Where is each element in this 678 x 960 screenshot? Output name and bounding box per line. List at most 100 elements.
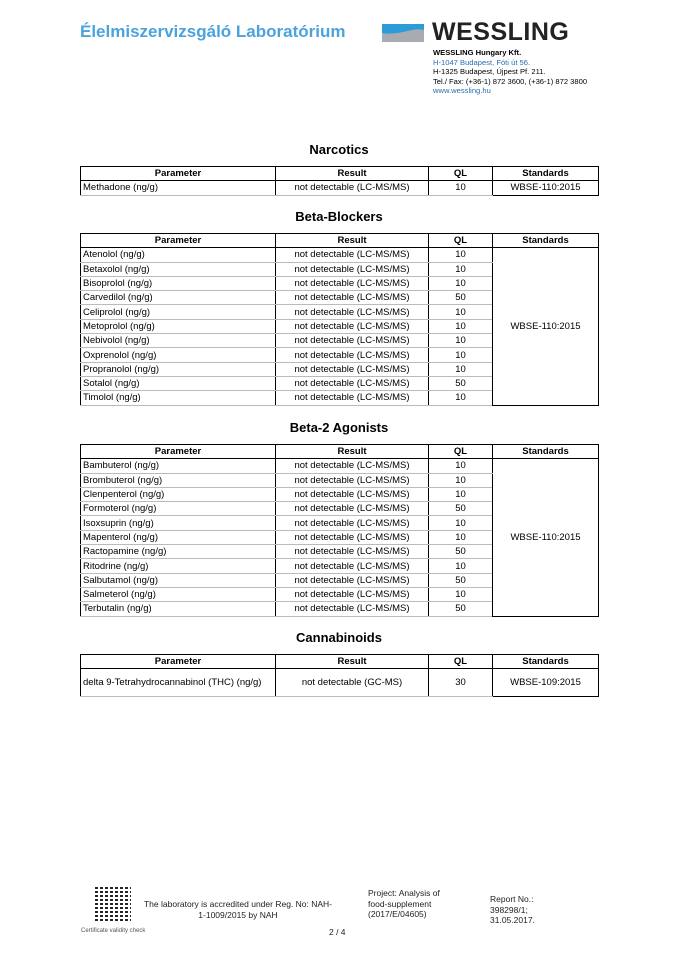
- standards-cell: WBSE-110:2015: [492, 180, 599, 196]
- parameter-cell: Mapenterol (ng/g): [80, 529, 276, 546]
- result-cell: not detectable (LC-MS/MS): [275, 458, 429, 474]
- ql-cell: 10: [428, 318, 493, 335]
- column-header: Parameter: [80, 232, 276, 249]
- page-number: 2 / 4: [329, 927, 346, 937]
- phone: Tel./ Fax: (+36-1) 872 3600, (+36-1) 872…: [433, 76, 588, 86]
- results-table: Parameter Result QL Standards Atenolol (ng/g…: [80, 232, 599, 406]
- table-row: Methadone (ng/g) not detectable (LC-MS/MS…: [80, 180, 599, 196]
- company-name: WESSLING Hungary Kft.: [433, 48, 522, 57]
- company-address: WESSLING Hungary Kft. H-1047 Budapest, F…: [433, 48, 587, 96]
- column-header: QL: [428, 443, 493, 460]
- table-row: Brombuterol (ng/g) not detectable (LC-MS/…: [80, 472, 599, 488]
- result-cell: not detectable (LC-MS/MS): [275, 529, 429, 546]
- parameter-cell: Isoxsuprin (ng/g): [80, 515, 276, 531]
- table-row: delta 9-Tetrahydrocannabinol (THC) (ng/g…: [80, 668, 599, 698]
- table-row: Terbutalin (ng/g) not detectable (LC-MS/M…: [80, 601, 599, 617]
- result-cell: not detectable (LC-MS/MS): [275, 261, 429, 277]
- parameter-cell: Terbutalin (ng/g): [80, 601, 276, 617]
- result-cell: not detectable (LC-MS/MS): [275, 275, 429, 292]
- website-link[interactable]: www.wessling.hu: [433, 86, 491, 95]
- ql-cell: 10: [428, 390, 493, 406]
- ql-cell: 10: [428, 458, 493, 474]
- table-row: Timolol (ng/g) not detectable (LC-MS/MS) 1…: [80, 390, 599, 406]
- standards-cell: WBSE-109:2015: [492, 668, 599, 698]
- ql-cell: 50: [428, 572, 493, 588]
- section-title: Beta-Blockers: [295, 209, 383, 224]
- parameter-cell: Salbutamol (ng/g): [80, 572, 276, 588]
- result-cell: not detectable (LC-MS/MS): [275, 375, 429, 392]
- column-header: Result: [275, 443, 429, 460]
- ql-cell: 50: [428, 501, 493, 517]
- result-cell: not detectable (LC-MS/MS): [275, 586, 429, 603]
- result-cell: not detectable (LC-MS/MS): [275, 544, 429, 560]
- parameter-cell: delta 9-Tetrahydrocannabinol (THC) (ng/g…: [80, 668, 276, 698]
- column-header: QL: [428, 232, 493, 249]
- section-title: Narcotics: [309, 142, 369, 157]
- standards-cell: WBSE-110:2015: [492, 247, 599, 406]
- column-header: Standards: [492, 232, 599, 249]
- result-cell: not detectable (LC-MS/MS): [275, 247, 429, 263]
- parameter-cell: Timolol (ng/g): [80, 390, 276, 406]
- parameter-cell: Oxprenolol (ng/g): [80, 347, 276, 363]
- result-cell: not detectable (LC-MS/MS): [275, 572, 429, 588]
- column-header: Result: [275, 165, 429, 182]
- parameter-cell: Nebivolol (ng/g): [80, 333, 276, 349]
- result-cell: not detectable (LC-MS/MS): [275, 558, 429, 574]
- table-row: Bambuterol (ng/g) not detectable (LC-MS/M…: [80, 458, 599, 617]
- parameter-cell: Metoprolol (ng/g): [80, 318, 276, 335]
- column-header: Parameter: [80, 653, 276, 670]
- header-row: Parameter Result QL Standards: [80, 165, 599, 182]
- results-table: Parameter Result QL Standards Methadone (ng/…: [80, 165, 599, 196]
- parameter-cell: Formoterol (ng/g): [80, 501, 276, 517]
- ql-cell: 30: [428, 668, 493, 698]
- table-row: Atenolol (ng/g) not detectable (LC-MS/MS)…: [80, 247, 599, 406]
- ql-cell: 10: [428, 486, 493, 503]
- lab-title: Élelmiszervizsgáló Laboratórium: [80, 22, 346, 41]
- parameter-cell: Ritodrine (ng/g): [80, 558, 276, 574]
- parameter-cell: Bambuterol (ng/g): [80, 458, 276, 474]
- section-title: Beta-2 Agonists: [289, 420, 389, 435]
- ql-cell: 10: [428, 361, 493, 377]
- result-cell: not detectable (LC-MS/MS): [275, 601, 429, 617]
- section-title: Cannabinoids: [296, 630, 382, 645]
- ql-cell: 10: [428, 333, 493, 349]
- result-cell: not detectable (LC-MS/MS): [275, 472, 429, 488]
- ql-cell: 10: [428, 275, 493, 292]
- parameter-cell: Carvedilol (ng/g): [80, 290, 276, 306]
- result-cell: not detectable (LC-MS/MS): [275, 361, 429, 377]
- wave-logo-icon: [382, 24, 424, 42]
- header-row: Parameter Result QL Standards: [80, 443, 599, 460]
- parameter-cell: Methadone (ng/g): [80, 180, 276, 196]
- result-cell: not detectable (LC-MS/MS): [275, 290, 429, 306]
- table-row: Ritodrine (ng/g) not detectable (LC-MS/MS…: [80, 558, 599, 574]
- table-row: Sotalol (ng/g) not detectable (LC-MS/MS) 5…: [80, 375, 599, 392]
- column-header: Result: [275, 653, 429, 670]
- standards-cell: WBSE-110:2015: [492, 458, 599, 617]
- parameter-cell: Sotalol (ng/g): [80, 375, 276, 392]
- parameter-cell: Brombuterol (ng/g): [80, 472, 276, 488]
- results-table: Parameter Result QL Standards Bambuterol (ng…: [80, 443, 599, 617]
- parameter-cell: Propranolol (ng/g): [80, 361, 276, 377]
- qr-code[interactable]: [95, 885, 131, 921]
- result-cell: not detectable (LC-MS/MS): [275, 304, 429, 320]
- results-table: Parameter Result QL Standards delta 9-Tetrah…: [80, 653, 599, 698]
- parameter-cell: Clenpenterol (ng/g): [80, 486, 276, 503]
- column-header: Parameter: [80, 165, 276, 182]
- column-header: Standards: [492, 443, 599, 460]
- result-cell: not detectable (LC-MS/MS): [275, 390, 429, 406]
- ql-cell: 50: [428, 601, 493, 617]
- ql-cell: 10: [428, 261, 493, 277]
- column-header: Standards: [492, 653, 599, 670]
- result-cell: not detectable (LC-MS/MS): [275, 347, 429, 363]
- header-row: Parameter Result QL Standards: [80, 232, 599, 249]
- ql-cell: 10: [428, 586, 493, 603]
- parameter-cell: Ractopamine (ng/g): [80, 544, 276, 560]
- column-header: Standards: [492, 165, 599, 182]
- ql-cell: 50: [428, 544, 493, 560]
- ql-cell: 10: [428, 247, 493, 263]
- address-line-1: H-1047 Budapest, Fóti út 56.: [433, 57, 531, 67]
- ql-cell: 10: [428, 515, 493, 531]
- column-header: Result: [275, 232, 429, 249]
- parameter-cell: Salmeterol (ng/g): [80, 586, 276, 603]
